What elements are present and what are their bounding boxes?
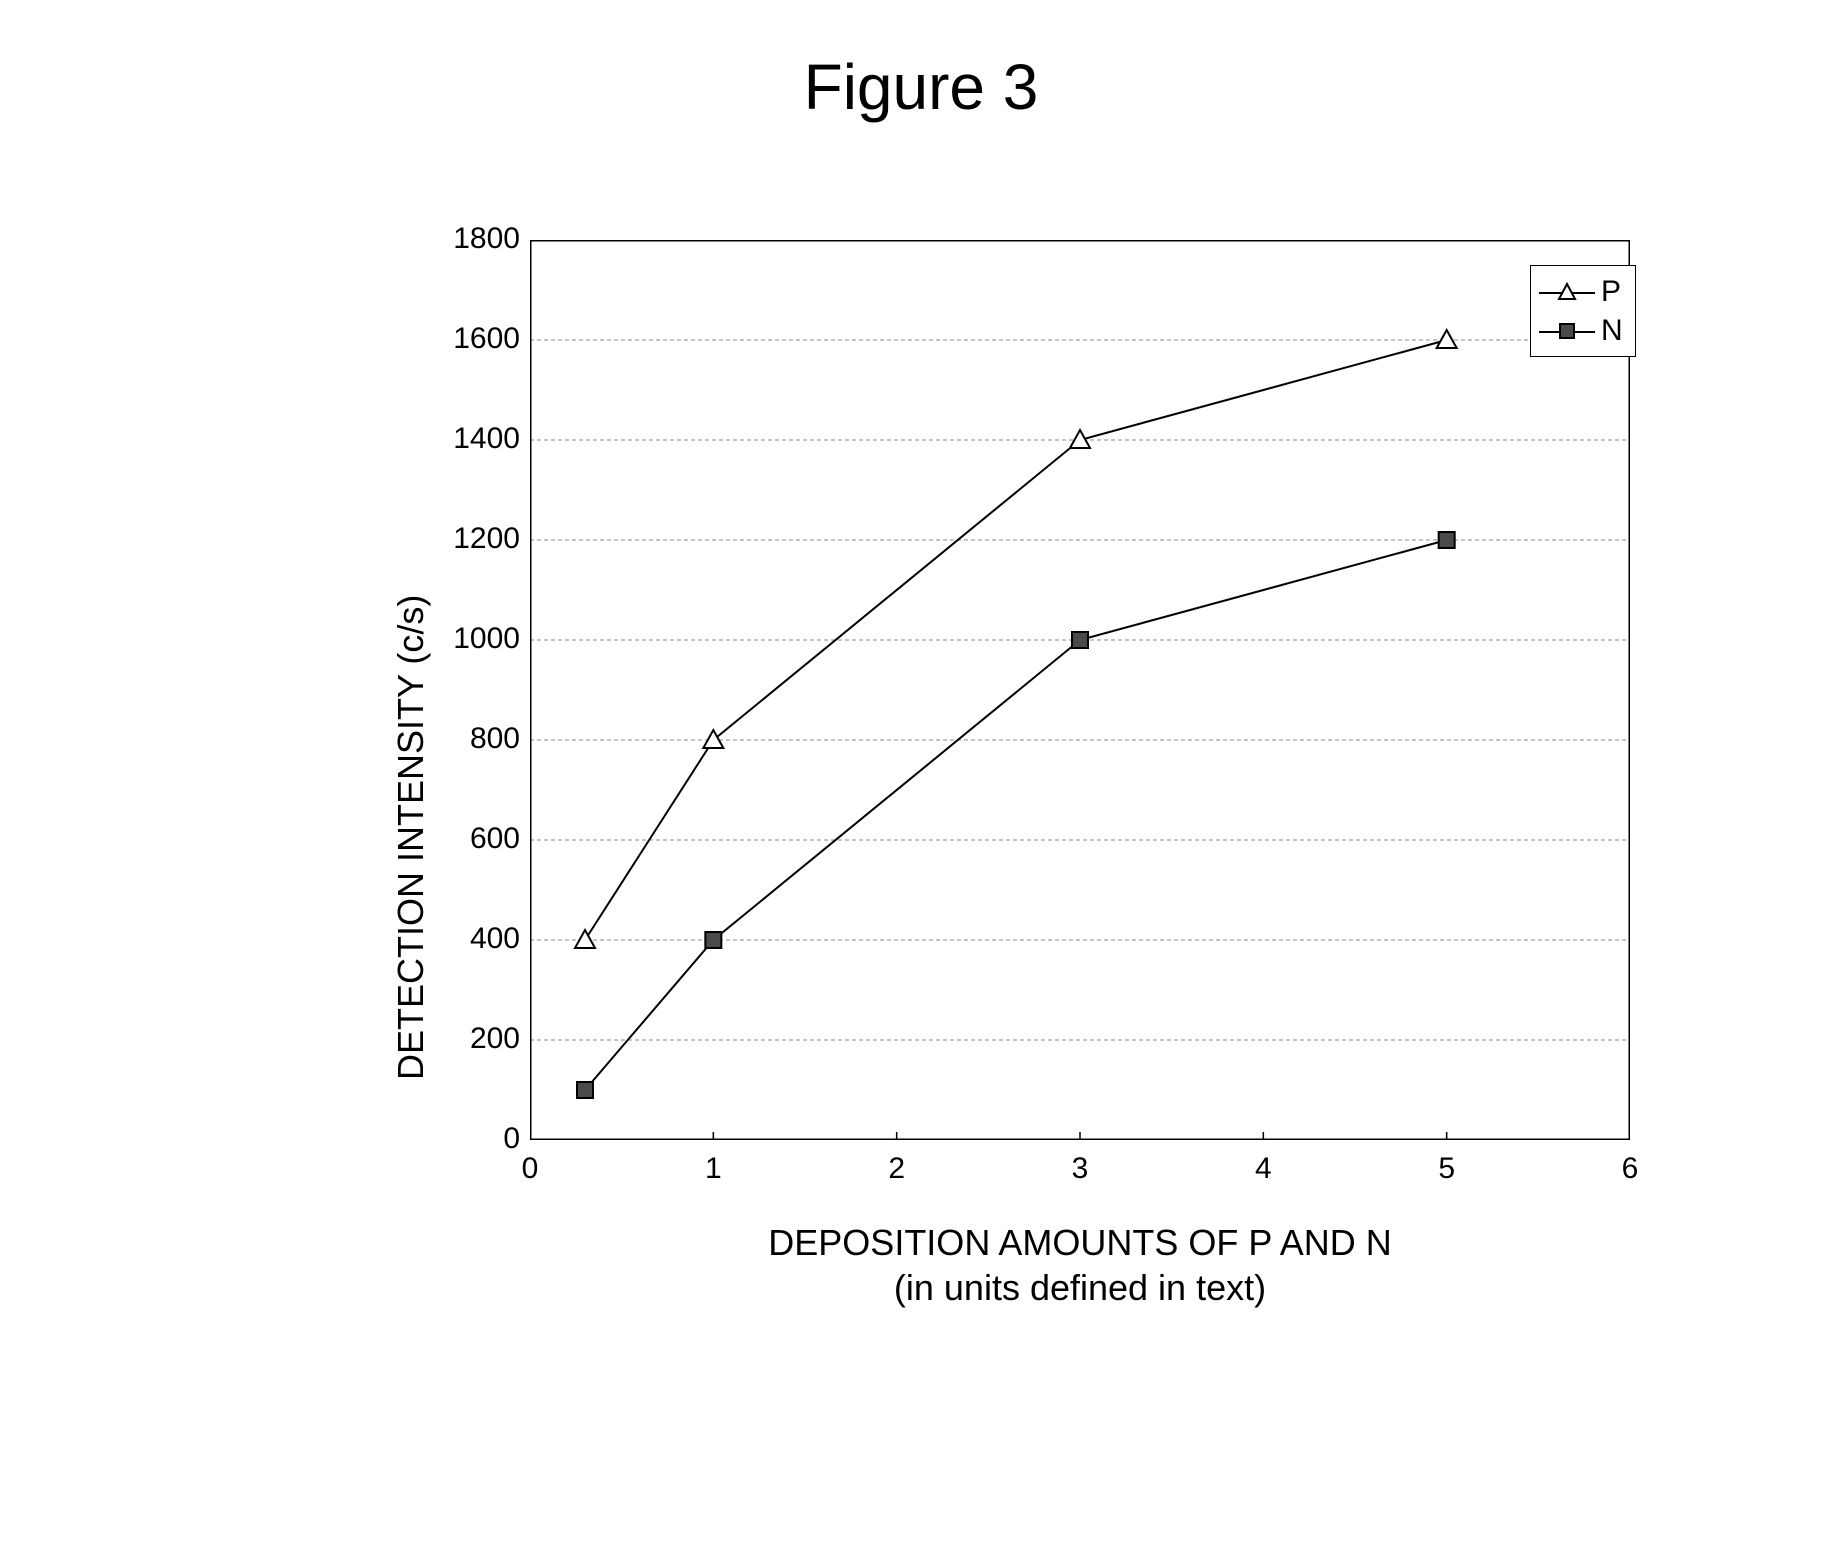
x-tick-label: 2 <box>877 1152 917 1186</box>
x-axis-label-line2: (in units defined in text) <box>894 1267 1266 1308</box>
figure-title: Figure 3 <box>0 50 1842 124</box>
y-tick-label: 1600 <box>440 322 520 356</box>
legend-entry: N <box>1539 311 1623 350</box>
legend-label: N <box>1601 311 1623 350</box>
x-axis-label-line1: DEPOSITION AMOUNTS OF P AND N <box>768 1222 1391 1263</box>
x-tick-label: 1 <box>693 1152 733 1186</box>
chart-container: DETECTION INTENSITY (c/s) 02004006008001… <box>200 220 1700 1120</box>
legend: P N <box>1530 265 1636 357</box>
y-axis-label: DETECTION INTENSITY (c/s) <box>390 595 432 1080</box>
x-tick-label: 3 <box>1060 1152 1100 1186</box>
x-tick-label: 5 <box>1427 1152 1467 1186</box>
y-tick-label: 800 <box>440 722 520 756</box>
legend-swatch-n <box>1539 319 1595 343</box>
x-tick-label: 0 <box>510 1152 550 1186</box>
y-tick-label: 400 <box>440 922 520 956</box>
chart-plot-area <box>530 240 1630 1140</box>
x-tick-label: 4 <box>1243 1152 1283 1186</box>
y-tick-label: 200 <box>440 1022 520 1056</box>
y-tick-label: 0 <box>440 1122 520 1156</box>
y-tick-label: 1200 <box>440 522 520 556</box>
y-tick-label: 1000 <box>440 622 520 656</box>
y-tick-label: 600 <box>440 822 520 856</box>
legend-label: P <box>1601 272 1621 311</box>
y-tick-label: 1800 <box>440 222 520 256</box>
x-axis-label: DEPOSITION AMOUNTS OF P AND N (in units … <box>530 1220 1630 1310</box>
legend-swatch-p <box>1539 280 1595 304</box>
x-tick-label: 6 <box>1610 1152 1650 1186</box>
y-tick-label: 1400 <box>440 422 520 456</box>
legend-entry: P <box>1539 272 1623 311</box>
